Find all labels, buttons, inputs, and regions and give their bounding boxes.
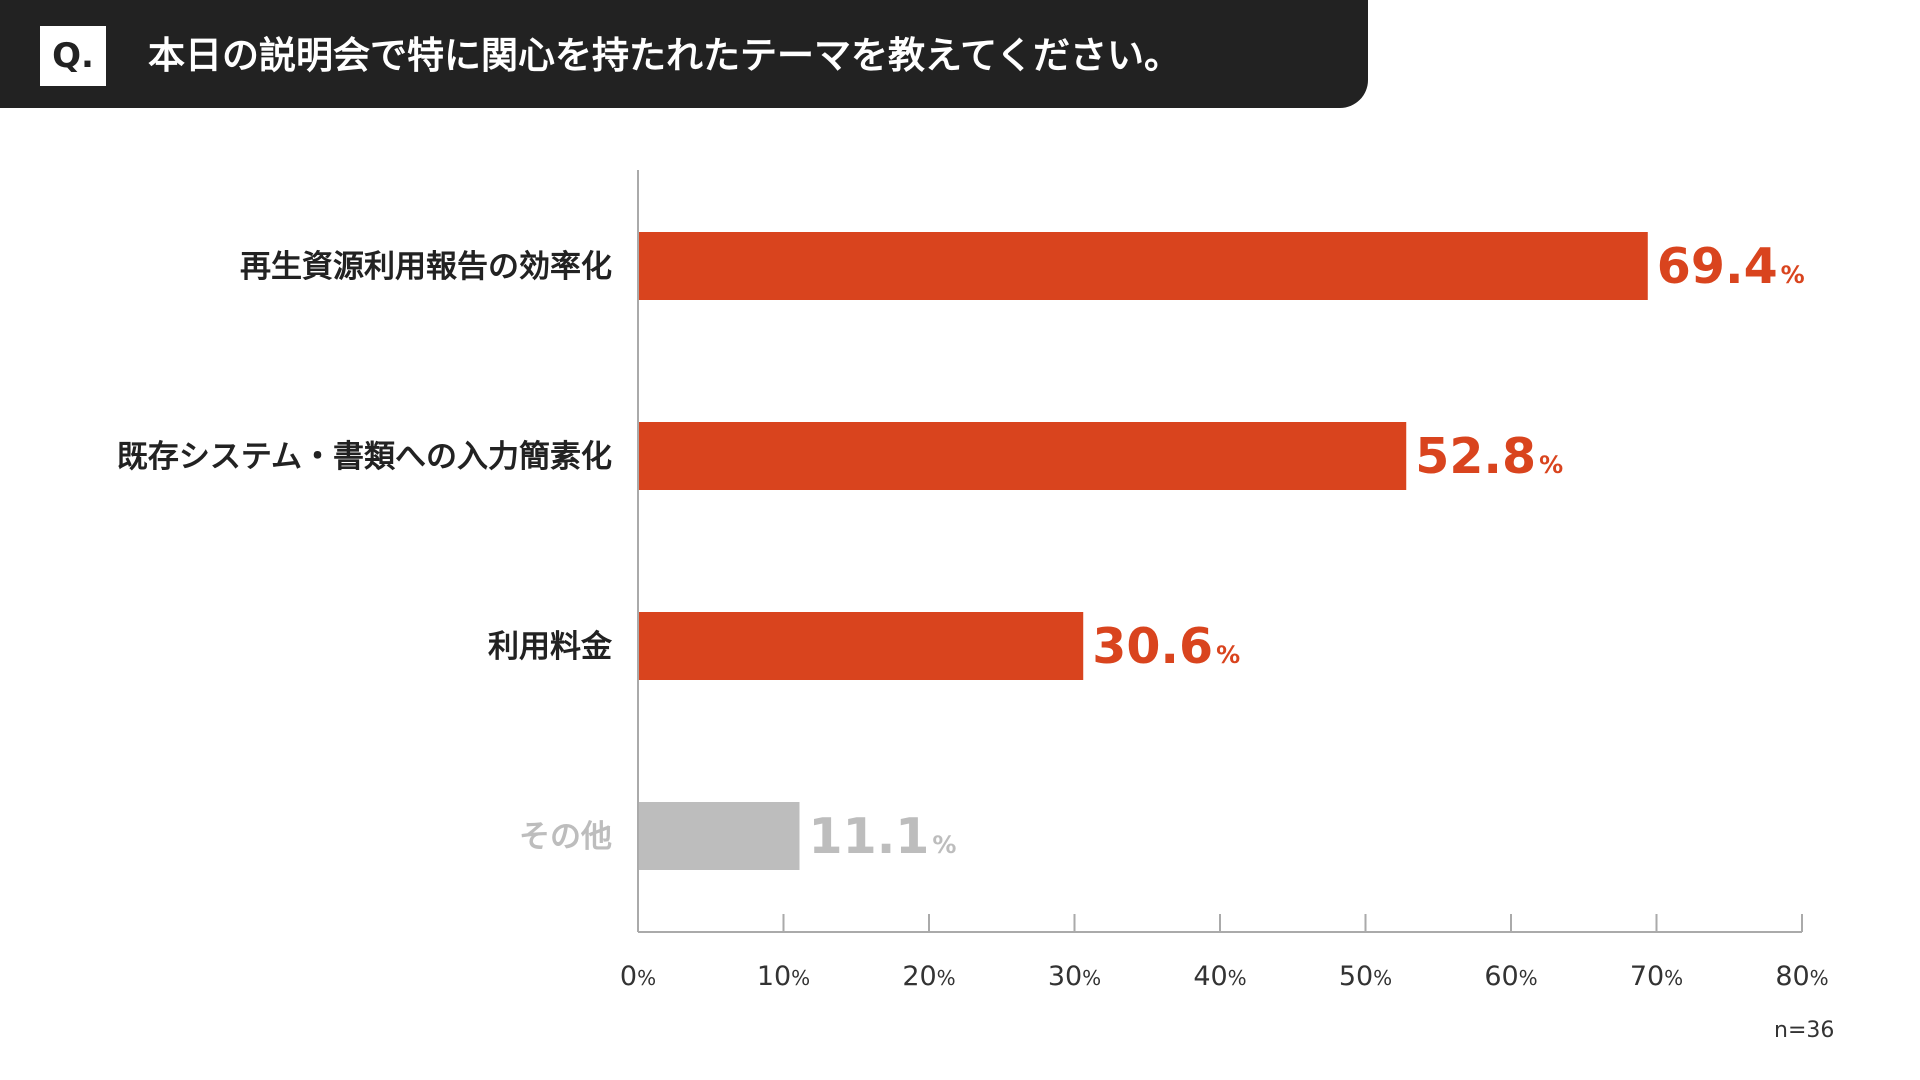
sample-size-note: n=36 (1774, 1018, 1835, 1043)
value-label: 30.6% (1092, 618, 1240, 675)
question-text: 本日の説明会で特に関心を持たれたテーマを教えてください。 (148, 34, 1182, 77)
category-label: その他 (519, 819, 612, 855)
x-tick-label: 10% (757, 961, 810, 992)
question-badge: Q. (40, 26, 106, 86)
x-tick-label: 20% (902, 961, 955, 992)
x-tick-label: 30% (1048, 961, 1101, 992)
bar (639, 232, 1648, 300)
question-header: Q. 本日の説明会で特に関心を持たれたテーマを教えてください。 (0, 0, 1368, 108)
value-label: 69.4% (1657, 238, 1805, 295)
category-label: 既存システム・書類への入力簡素化 (117, 439, 612, 475)
x-tick-label: 80% (1775, 961, 1828, 992)
x-tick-label: 0% (620, 961, 656, 992)
bar (639, 802, 800, 870)
category-label: 利用料金 (488, 629, 613, 665)
x-tick-label: 60% (1484, 961, 1537, 992)
value-label: 52.8% (1415, 428, 1563, 485)
x-tick-label: 70% (1630, 961, 1683, 992)
category-label: 再生資源利用報告の効率化 (240, 249, 612, 285)
bar (639, 612, 1084, 680)
x-tick-label: 50% (1339, 961, 1392, 992)
x-tick-label: 40% (1193, 961, 1246, 992)
value-label: 11.1% (809, 808, 957, 865)
bar (639, 422, 1407, 490)
